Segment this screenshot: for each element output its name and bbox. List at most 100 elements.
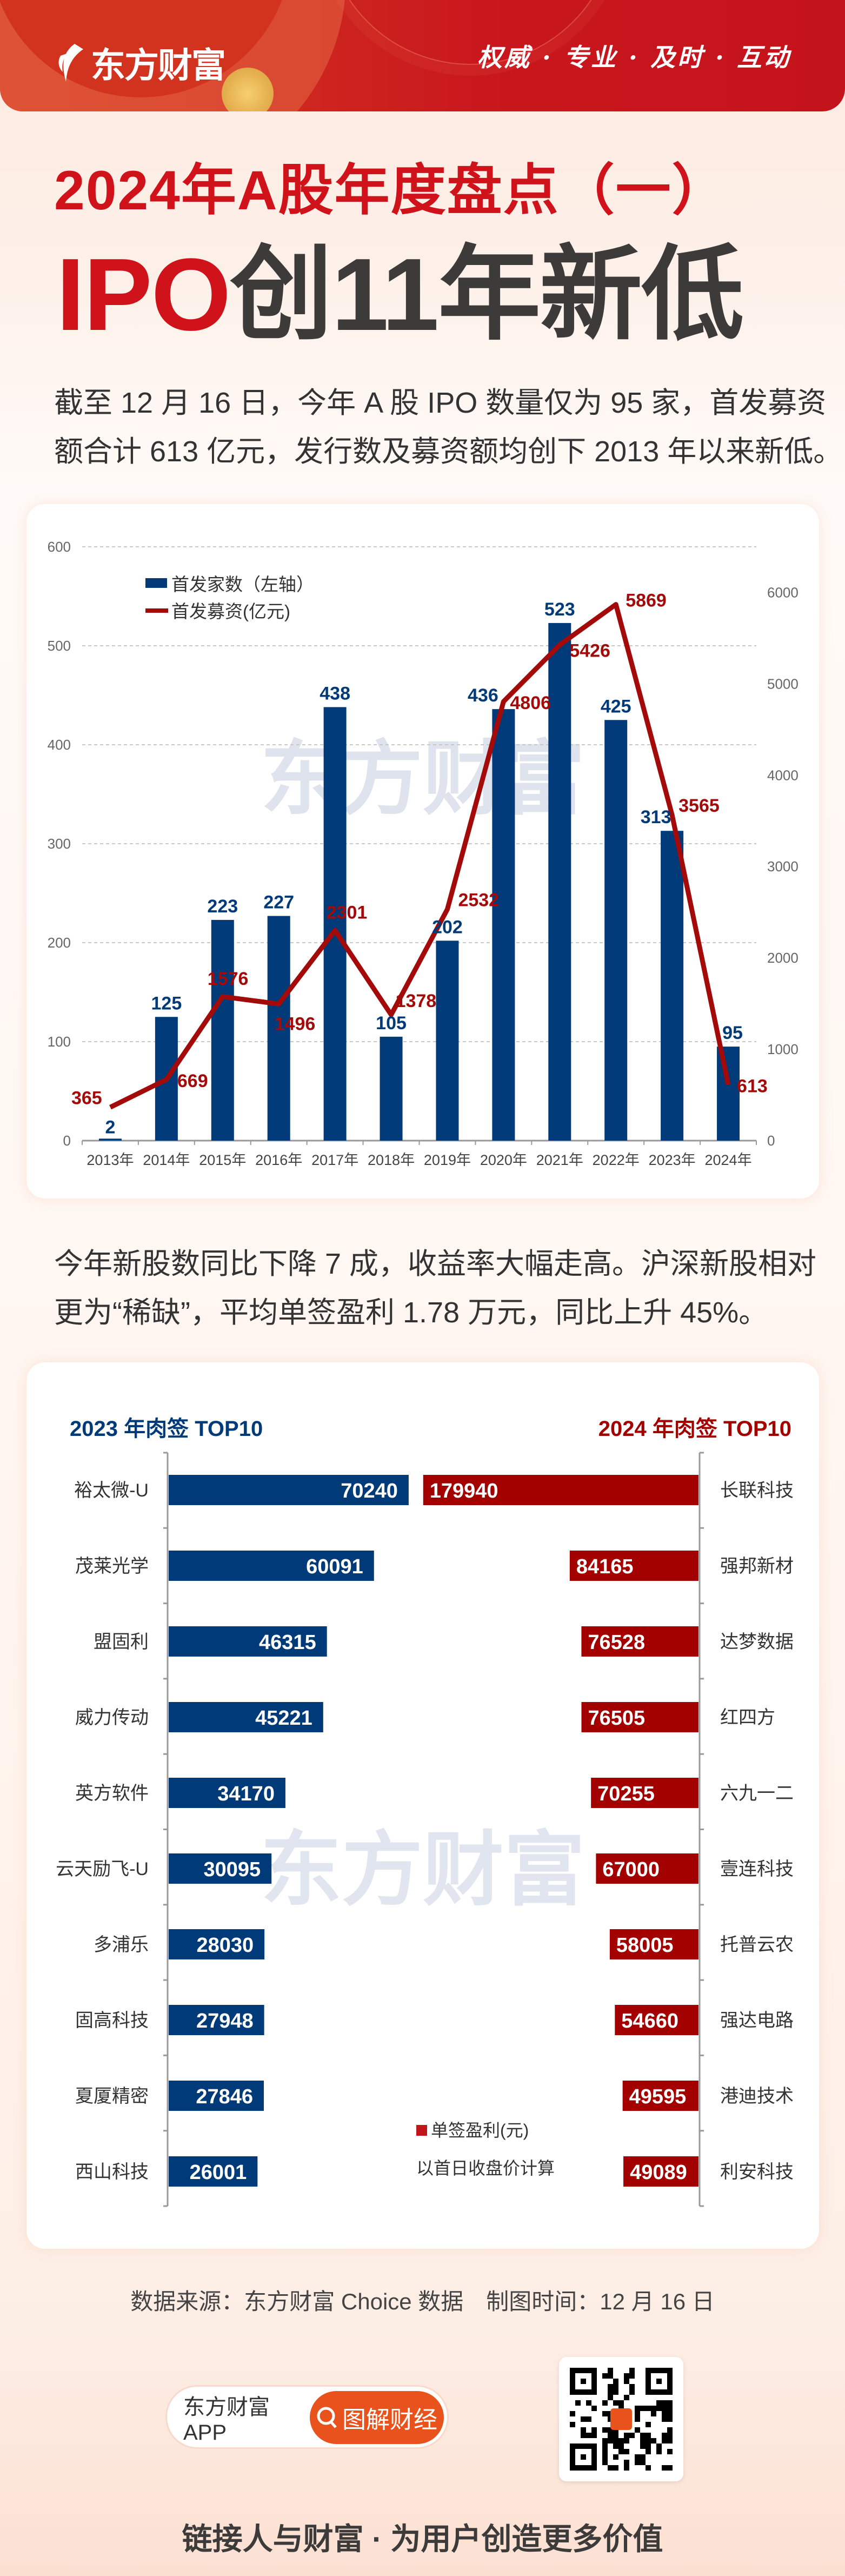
qr-module: [624, 2460, 629, 2465]
left-axis-tick: 0: [63, 1133, 71, 1149]
left-axis-tick: 600: [48, 539, 71, 555]
qr-module: [618, 2438, 624, 2443]
qr-module: [667, 2400, 673, 2406]
top10-chart-card: 东方财富 2023 年肉签 TOP10 2024 年肉签 TOP10 70240 裕太微…: [26, 1362, 819, 2249]
qr-module: [608, 2395, 613, 2400]
left-axis-tick: 100: [48, 1034, 71, 1050]
line-value-label: 1378: [396, 991, 437, 1011]
qr-module: [667, 2427, 673, 2433]
bar-value-label: 438: [320, 683, 350, 704]
bar-ipo-count: [661, 831, 684, 1141]
qr-module: [646, 2422, 651, 2427]
x-axis-label: 2013年: [87, 1152, 134, 1168]
qr-module: [662, 2433, 667, 2438]
line-value-label: 669: [177, 1071, 208, 1091]
stock-name: 固高科技: [75, 2010, 149, 2031]
bar-value-label: 313: [641, 807, 671, 827]
qr-module: [656, 2400, 662, 2406]
search-button[interactable]: 图解财经: [310, 2391, 444, 2444]
search-button-label: 图解财经: [342, 2407, 437, 2433]
bar-value-label: 523: [544, 599, 575, 620]
bar-value-label: 76505: [588, 1707, 645, 1730]
qr-module: [613, 2389, 618, 2395]
stock-name: 强邦新材: [720, 1556, 794, 1577]
qr-module: [640, 2443, 646, 2449]
bar-value-label: 46315: [259, 1631, 316, 1654]
qr-module: [624, 2465, 629, 2471]
qr-module: [667, 2465, 673, 2471]
qr-module: [656, 2443, 662, 2449]
bar-ipo-count: [436, 941, 459, 1141]
summary-text: 今年新股数同比下降 7 成，收益率大幅走高。沪深新股相对 更为“稀缺”，平均单签…: [54, 1240, 816, 1337]
legend-label: 首发募资(亿元): [171, 601, 290, 621]
summary-line: 更为“稀缺”，平均单签盈利 1.78 万元，同比上升 45%。: [54, 1296, 768, 1329]
x-axis-label: 2023年: [649, 1152, 696, 1168]
stock-name: 云天励飞-U: [56, 1859, 149, 1879]
qr-module: [667, 2406, 673, 2411]
app-search-pill[interactable]: 东方财富APP 图解财经: [165, 2385, 449, 2449]
qr-module: [629, 2389, 635, 2395]
bar-ipo-count: [98, 1138, 122, 1141]
x-axis-label: 2018年: [368, 1152, 415, 1168]
page-title: 2024年A股年度盘点（一）: [54, 160, 728, 221]
line-value-label: 365: [71, 1088, 102, 1108]
right-axis-tick: 4000: [767, 767, 799, 783]
line-value-label: 1496: [275, 1014, 316, 1034]
qr-module: [635, 2416, 640, 2422]
stock-name: 港迪技术: [720, 2086, 794, 2107]
line-value-label: 2532: [458, 890, 499, 910]
bar-value-label: 202: [432, 917, 463, 937]
stock-name: 强达电路: [720, 2010, 794, 2031]
qr-module: [570, 2422, 575, 2427]
bar-2024: [622, 2081, 698, 2111]
qr-module: [667, 2438, 673, 2443]
qr-module: [591, 2427, 597, 2433]
bar-value-label: 76528: [588, 1631, 645, 1654]
stock-name: 盟固利: [94, 1632, 149, 1652]
bar-ipo-count: [492, 709, 515, 1141]
app-label: 东方财富APP: [183, 2395, 270, 2445]
line-value-label: 1576: [208, 969, 249, 989]
headline-red: IPO: [56, 237, 231, 352]
qr-module: [586, 2416, 591, 2422]
bar-value-label: 223: [207, 896, 238, 917]
qr-module: [613, 2465, 618, 2471]
legend-swatch: [416, 2125, 427, 2136]
stock-name: 长联科技: [720, 1480, 794, 1501]
bar-2024: [609, 1929, 698, 1959]
left-title: 2023 年肉签 TOP10: [70, 1417, 263, 1441]
qr-module: [608, 2373, 613, 2379]
bar-2024: [581, 1626, 698, 1657]
qr-module: [618, 2400, 624, 2406]
bar-ipo-count: [323, 707, 347, 1141]
qr-module: [662, 2406, 667, 2411]
qr-module: [608, 2389, 613, 2395]
qr-module: [624, 2395, 629, 2400]
qr-module: [624, 2433, 629, 2438]
left-axis-tick: 200: [48, 935, 71, 951]
qr-module: [667, 2416, 673, 2422]
bar-value-label: 425: [601, 696, 631, 717]
legend-label: 首发家数（左轴）: [171, 574, 314, 594]
bar-2023: [169, 1929, 265, 1959]
stock-name: 达梦数据: [720, 1632, 794, 1652]
qr-module: [618, 2449, 624, 2454]
bar-2023: [169, 1778, 285, 1808]
qr-module: [608, 2465, 613, 2471]
qr-module: [662, 2465, 667, 2471]
qr-module: [602, 2373, 608, 2379]
qr-module: [635, 2427, 640, 2433]
header-slogan: 权威 · 专业 · 及时 · 互动: [477, 43, 791, 72]
stock-name: 托普云农: [720, 1935, 794, 1955]
qr-module: [624, 2373, 629, 2379]
line-value-label: 5426: [569, 640, 610, 661]
left-axis-tick: 500: [48, 638, 71, 654]
qr-module: [602, 2411, 608, 2416]
qr-module: [613, 2379, 618, 2384]
bar-value-label: 49089: [630, 2161, 687, 2184]
qr-module: [629, 2368, 635, 2373]
stock-name: 利安科技: [720, 2162, 794, 2182]
qr-module: [646, 2449, 651, 2454]
qr-module: [624, 2379, 629, 2384]
qr-module: [640, 2406, 646, 2411]
